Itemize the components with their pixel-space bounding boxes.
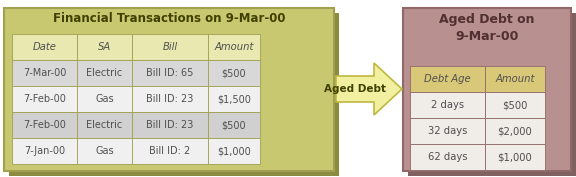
Text: $2,000: $2,000 <box>498 126 532 136</box>
Bar <box>12 34 77 60</box>
Bar <box>132 138 208 164</box>
Text: 7-Feb-00: 7-Feb-00 <box>23 94 66 104</box>
Text: $500: $500 <box>222 68 247 78</box>
Bar <box>77 86 132 112</box>
Text: Electric: Electric <box>86 120 123 130</box>
Text: Aged Debt on
9-Mar-00: Aged Debt on 9-Mar-00 <box>439 13 535 42</box>
Bar <box>208 60 260 86</box>
Polygon shape <box>336 63 402 115</box>
Text: $500: $500 <box>502 100 528 110</box>
Bar <box>12 138 77 164</box>
Bar <box>77 34 132 60</box>
Bar <box>132 112 208 138</box>
Text: Bill ID: 2: Bill ID: 2 <box>149 146 191 156</box>
Text: Amount: Amount <box>495 74 535 84</box>
Bar <box>410 92 485 118</box>
Text: $500: $500 <box>222 120 247 130</box>
Bar <box>12 60 77 86</box>
Bar <box>485 144 545 170</box>
Bar <box>208 86 260 112</box>
Text: Gas: Gas <box>95 94 114 104</box>
Text: $1,500: $1,500 <box>217 94 251 104</box>
Text: 7-Feb-00: 7-Feb-00 <box>23 120 66 130</box>
Text: 7-Mar-00: 7-Mar-00 <box>23 68 66 78</box>
Text: Gas: Gas <box>95 146 114 156</box>
Bar <box>208 138 260 164</box>
Bar <box>208 34 260 60</box>
Text: Electric: Electric <box>86 68 123 78</box>
Bar <box>77 138 132 164</box>
Text: 62 days: 62 days <box>428 152 467 162</box>
Bar <box>12 86 77 112</box>
Bar <box>410 118 485 144</box>
Text: Amount: Amount <box>214 42 253 52</box>
Text: $1,000: $1,000 <box>498 152 532 162</box>
Bar <box>410 144 485 170</box>
Text: $1,000: $1,000 <box>217 146 251 156</box>
Text: Bill ID: 65: Bill ID: 65 <box>146 68 194 78</box>
Text: 7-Jan-00: 7-Jan-00 <box>24 146 65 156</box>
Text: Bill ID: 23: Bill ID: 23 <box>146 94 194 104</box>
Text: Bill: Bill <box>162 42 177 52</box>
Bar <box>485 66 545 92</box>
Bar <box>132 34 208 60</box>
Text: SA: SA <box>98 42 111 52</box>
Bar <box>485 92 545 118</box>
Bar <box>408 13 576 176</box>
Text: Aged Debt: Aged Debt <box>324 84 386 94</box>
Text: Bill ID: 23: Bill ID: 23 <box>146 120 194 130</box>
Bar <box>4 8 334 171</box>
Bar <box>9 13 339 176</box>
Bar <box>485 118 545 144</box>
Text: Financial Transactions on 9-Mar-00: Financial Transactions on 9-Mar-00 <box>53 13 285 25</box>
Bar <box>132 60 208 86</box>
Bar <box>77 60 132 86</box>
Bar <box>77 112 132 138</box>
Bar <box>132 86 208 112</box>
Bar <box>403 8 571 171</box>
Text: 2 days: 2 days <box>431 100 464 110</box>
Text: Debt Age: Debt Age <box>424 74 471 84</box>
Bar <box>208 112 260 138</box>
Bar <box>410 66 485 92</box>
Text: Date: Date <box>33 42 56 52</box>
Bar <box>12 112 77 138</box>
Text: 32 days: 32 days <box>428 126 467 136</box>
